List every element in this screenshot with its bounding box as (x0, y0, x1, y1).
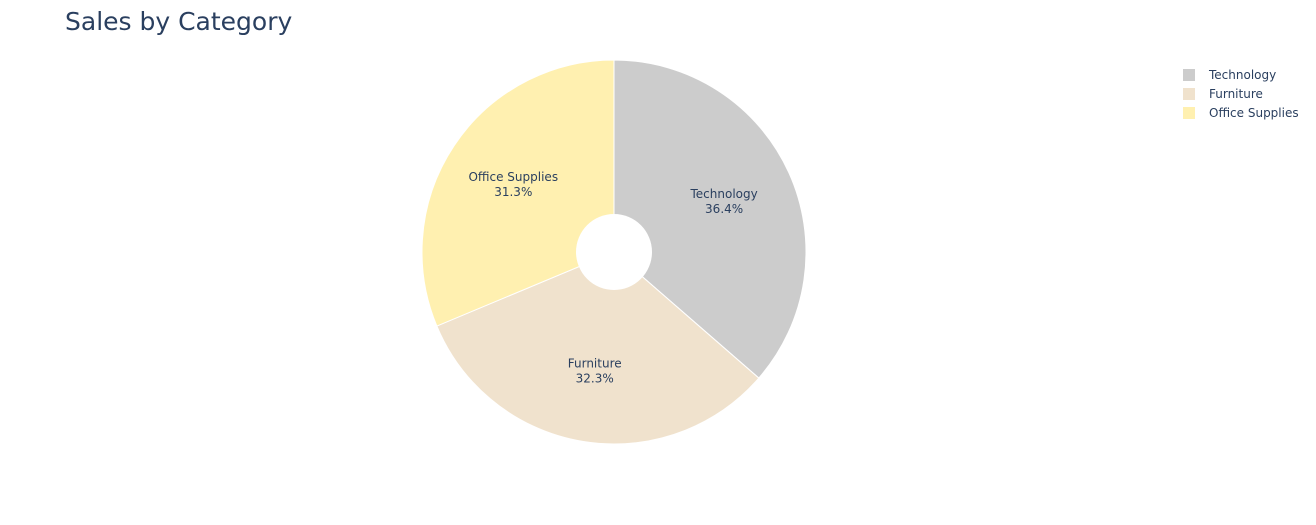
legend-label: Technology (1208, 68, 1276, 82)
slice-label-name: Office Supplies (468, 170, 558, 184)
legend-swatch (1183, 69, 1195, 81)
slice-label-percent: 32.3% (576, 371, 614, 385)
pie-slice-furniture[interactable] (436, 251, 760, 445)
slice-labels: Technology 36.4% Furniture 32.3% Office Supp… (468, 170, 757, 386)
slice-label-technology: Technology 36.4% (690, 187, 758, 216)
pie-slice-technology[interactable] (613, 59, 807, 379)
slice-label-name: Furniture (568, 356, 622, 370)
legend-swatch (1183, 107, 1195, 119)
pie-slice-office-supplies[interactable] (421, 59, 615, 327)
slice-label-percent: 36.4% (705, 202, 743, 216)
slice-label-percent: 31.3% (494, 185, 532, 199)
slice-label-furniture: Furniture 32.3% (568, 356, 622, 385)
legend-item-technology[interactable]: Technology (1183, 68, 1276, 82)
legend-item-furniture[interactable]: Furniture (1183, 87, 1263, 101)
slice-label-office-supplies: Office Supplies 31.3% (468, 170, 558, 199)
slice-label-name: Technology (690, 187, 758, 201)
chart-title: Sales by Category (65, 7, 293, 36)
legend-swatch (1183, 88, 1195, 100)
pie-slices (421, 59, 807, 445)
legend-label: Office Supplies (1209, 106, 1299, 120)
legend-item-office-supplies[interactable]: Office Supplies (1183, 106, 1299, 120)
donut-hole (576, 214, 652, 290)
legend-label: Furniture (1209, 87, 1263, 101)
legend: Technology Furniture Office Supplies (1183, 68, 1299, 120)
